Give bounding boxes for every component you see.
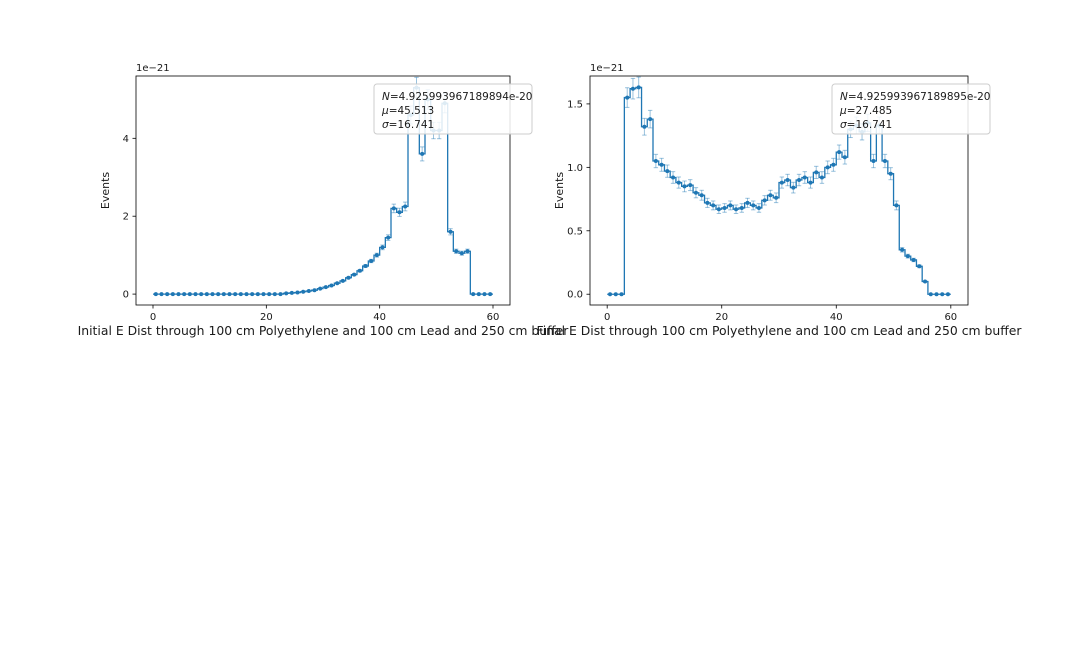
- x-tick-label: 60: [944, 312, 957, 323]
- right-plot-title: Final E Dist through 100 cm Polyethylene…: [536, 323, 1022, 338]
- axes-spines: [589, 75, 969, 306]
- legend-entry: σ=16.741: [840, 119, 892, 131]
- x-tick-label: 0: [604, 312, 610, 323]
- y-tick-label: 2: [123, 212, 129, 223]
- right-histogram-final-e-dist: 0 20 40 60 0.0 0.5 1.0 1.5 1e−21 Events N=4.925993…: [553, 63, 991, 323]
- legend-entry: σ=16.741: [382, 119, 434, 131]
- y-axis-offset-text: 1e−21: [136, 63, 170, 74]
- y-tick-label: 0.0: [567, 290, 583, 301]
- left-histogram-initial-e-dist: 0 20 40 60 0 2 4 1e−21 Events N=4.925993967189894…: [99, 63, 533, 323]
- x-tick-label: 20: [260, 312, 273, 323]
- y-axis-label: Events: [99, 172, 112, 210]
- left-plot-title: Initial E Dist through 100 cm Polyethyle…: [77, 323, 569, 338]
- y-tick-label: 1.0: [567, 163, 583, 174]
- stats-legend: N=4.925993967189894e-20 μ=45.513 σ=16.741: [373, 83, 533, 135]
- x-tick-label: 0: [150, 312, 156, 323]
- y-tick-label: 0.5: [567, 226, 583, 237]
- axis-ticks: 0 20 40 60 0 2 4: [123, 134, 500, 323]
- x-tick-label: 40: [373, 312, 386, 323]
- legend-entry: μ=27.485: [839, 105, 892, 117]
- histogram-step-line: [607, 86, 951, 295]
- legend-entry: μ=45.513: [381, 105, 434, 117]
- legend-entry: N=4.925993967189895e-20: [840, 91, 991, 103]
- y-axis-offset-text: 1e−21: [590, 63, 624, 74]
- histogram-markers: [608, 85, 950, 297]
- x-tick-label: 60: [487, 312, 500, 323]
- stats-legend: N=4.925993967189895e-20 μ=27.485 σ=16.741: [831, 83, 991, 135]
- y-tick-label: 4: [123, 134, 129, 145]
- x-tick-label: 40: [830, 312, 843, 323]
- axes-spines: [135, 75, 511, 306]
- x-tick-label: 20: [715, 312, 728, 323]
- axis-ticks: 0 20 40 60 0.0 0.5 1.0 1.5: [567, 99, 957, 323]
- y-axis-label: Events: [553, 172, 566, 210]
- y-tick-label: 0: [123, 290, 129, 301]
- y-tick-label: 1.5: [567, 99, 583, 110]
- legend-entry: N=4.925993967189894e-20: [382, 91, 533, 103]
